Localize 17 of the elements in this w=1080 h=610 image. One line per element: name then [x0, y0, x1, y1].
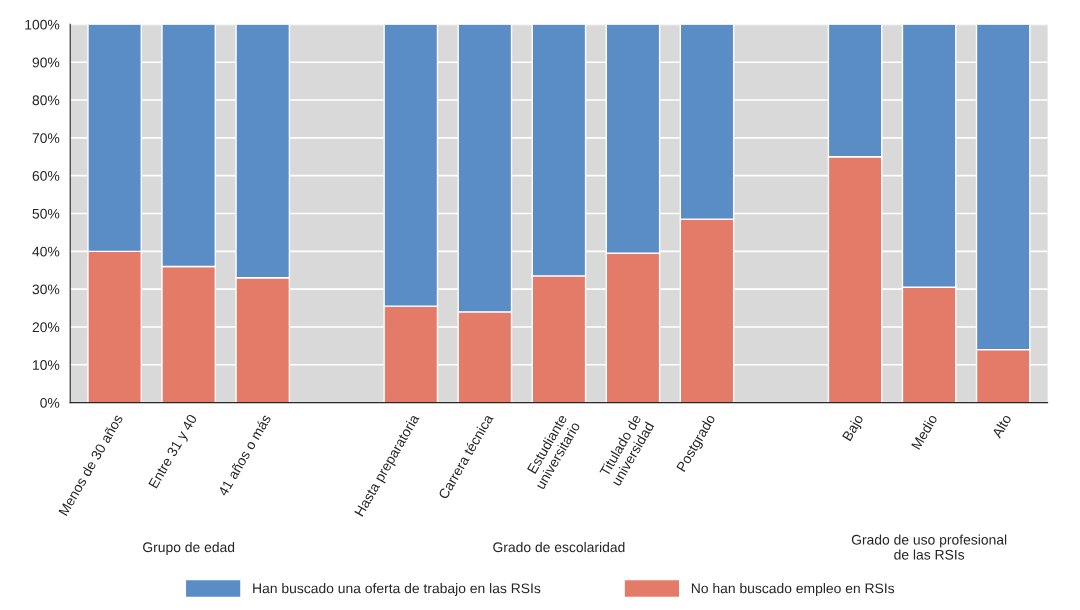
y-tick-label: 70% — [32, 133, 60, 144]
legend-label: No han buscado empleo en RSIs — [691, 583, 895, 597]
legend-label: Han buscado una oferta de trabajo en las RSIs — [253, 583, 541, 597]
y-tick-label: 90% — [32, 57, 60, 68]
y-tick-label: 20% — [32, 322, 60, 333]
text: Grado de uso profesional de las RSIs — [851, 534, 1007, 560]
y-tick-label: 30% — [32, 284, 60, 295]
y-tick-label: 40% — [32, 246, 60, 257]
y-tick-label: 0% — [40, 397, 60, 408]
y-tick-label: 10% — [33, 360, 60, 370]
y-tick-label: 80% — [32, 95, 60, 106]
y-tick-label: 100% — [25, 19, 60, 30]
y-tick-label: 60% — [32, 171, 60, 181]
text: Grupo de edad — [143, 541, 235, 555]
x-tick-label: Alto — [991, 413, 1012, 439]
y-tick-label: 50% — [32, 208, 60, 219]
text: Grado de escolaridad — [493, 541, 625, 553]
